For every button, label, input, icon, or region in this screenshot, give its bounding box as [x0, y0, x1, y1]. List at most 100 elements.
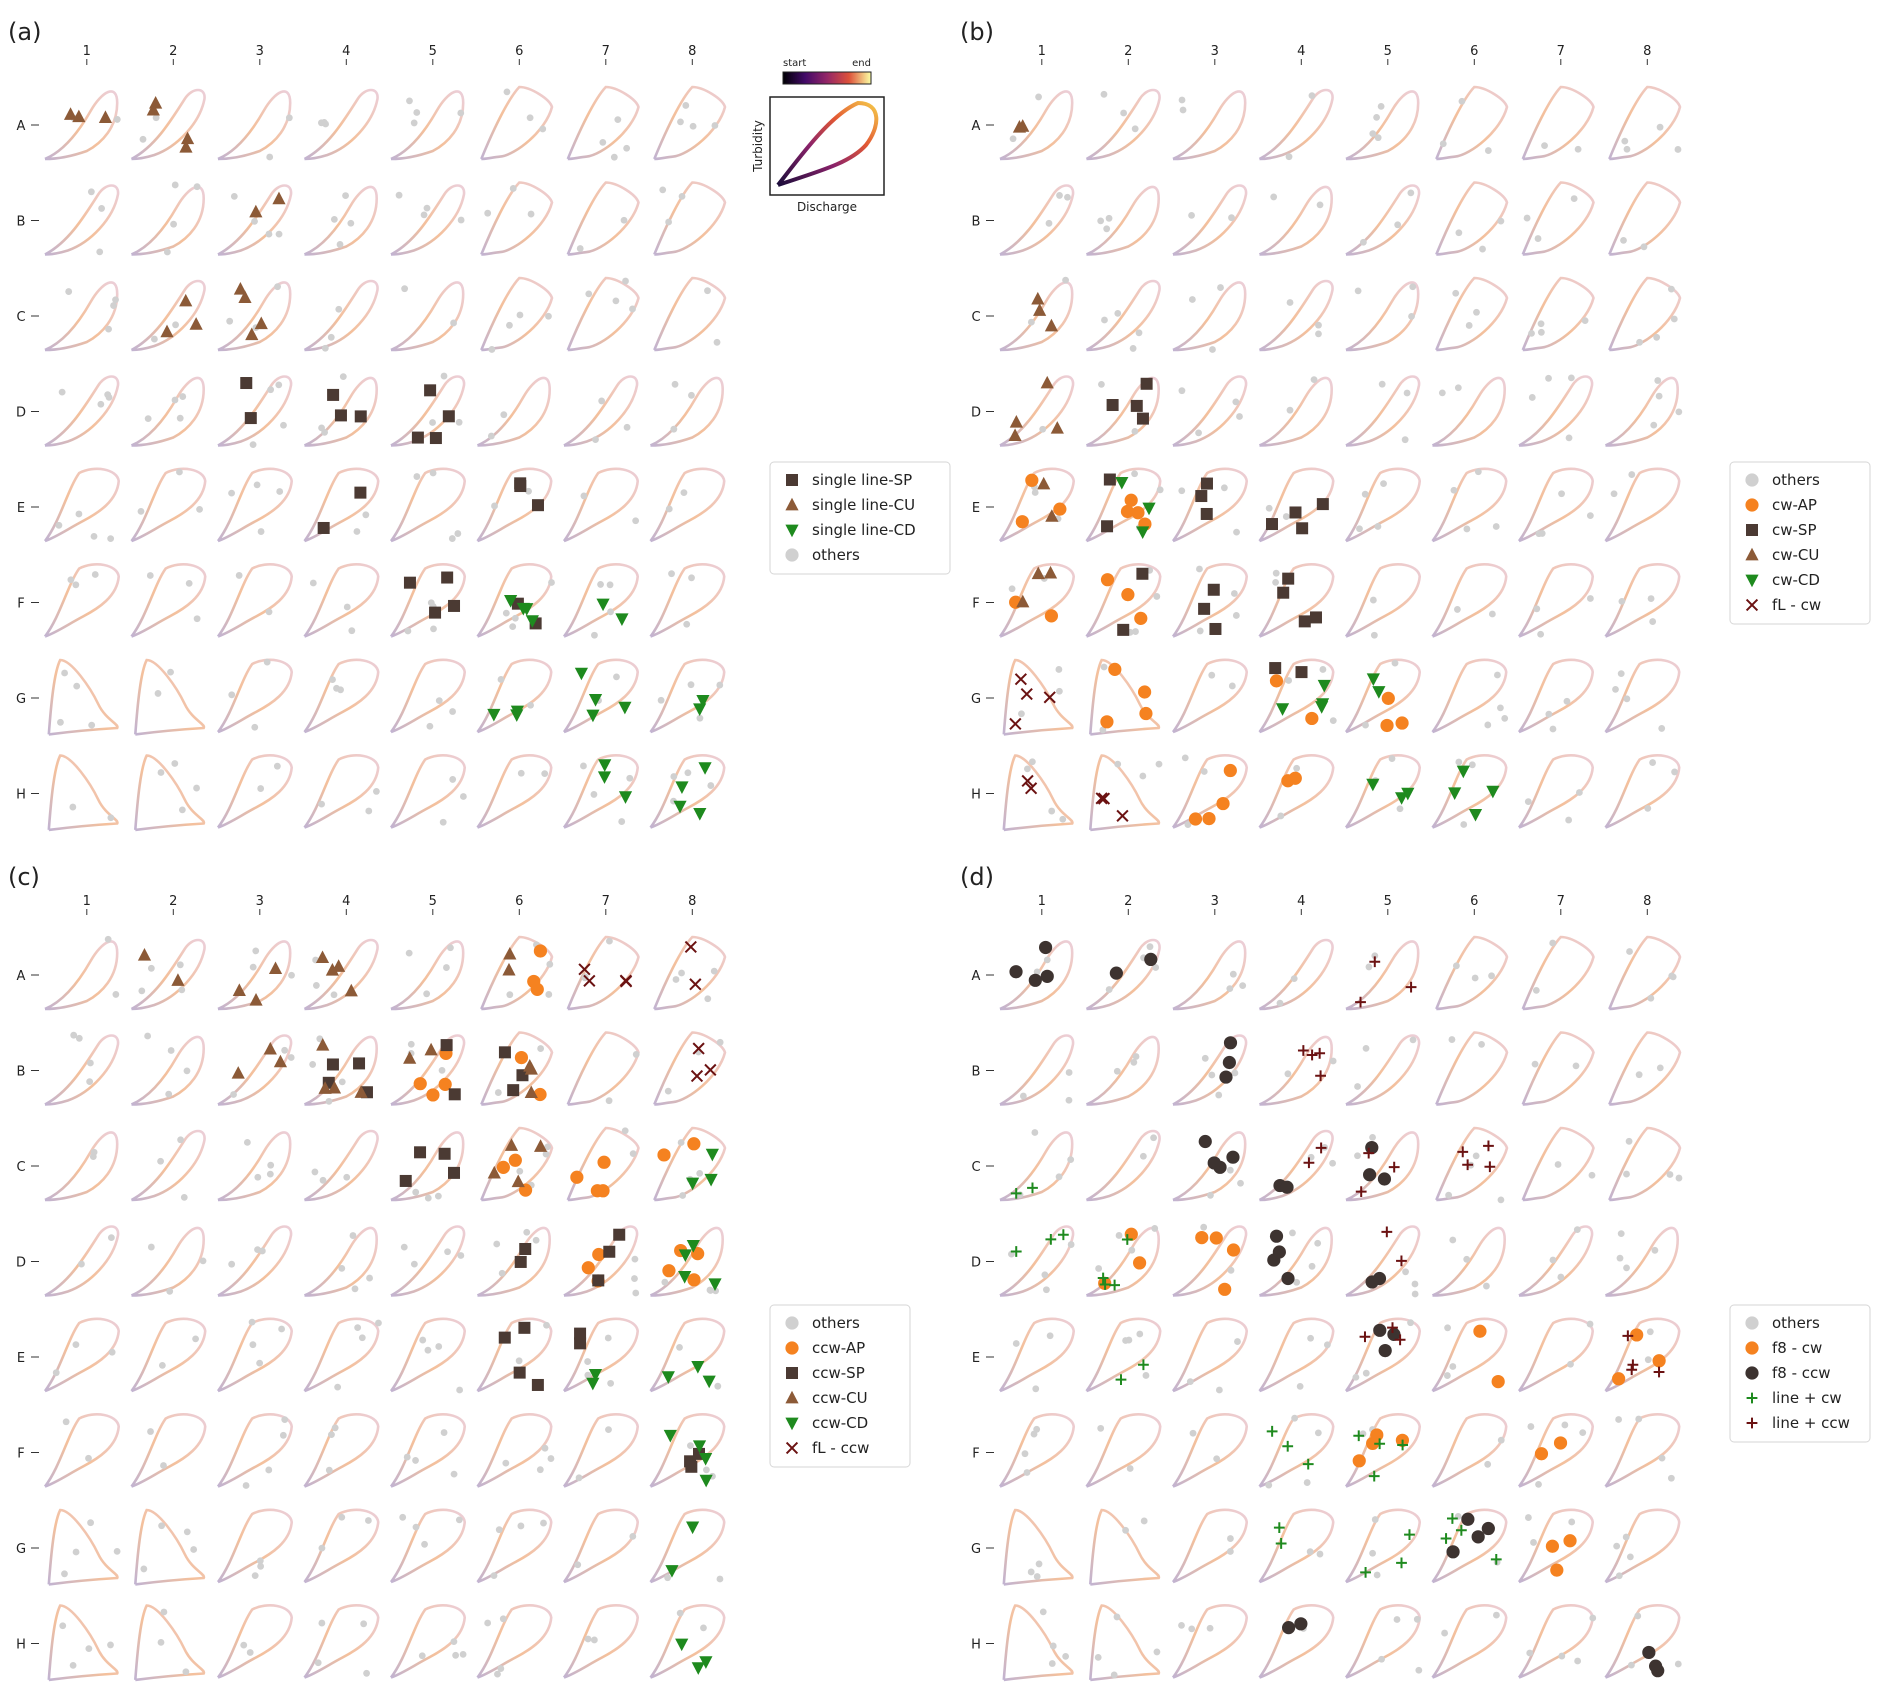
cell-D5 [1346, 1227, 1419, 1298]
column-tick-label: 7 [1557, 44, 1565, 59]
others-point [689, 122, 697, 130]
others-point [632, 1051, 640, 1058]
hysteresis-loop [1609, 1128, 1680, 1200]
cell-E4 [305, 469, 379, 541]
cell-H4 [305, 1605, 379, 1677]
series-marker [1282, 572, 1295, 585]
legend-label: f8 - ccw [1772, 1364, 1831, 1382]
row-tick-label: D [971, 1256, 981, 1271]
others-point [449, 776, 457, 783]
others-point [1316, 201, 1324, 209]
others-point [1634, 1612, 1642, 1620]
cell-C4 [1260, 281, 1333, 350]
others-point [1393, 1616, 1401, 1623]
others-point [696, 1169, 704, 1177]
hysteresis-loop [305, 281, 378, 350]
others-point [659, 186, 667, 194]
hysteresis-loop [651, 378, 723, 446]
series-marker [72, 109, 86, 123]
cell-E1 [1000, 1319, 1074, 1392]
others-point [69, 1662, 77, 1669]
others-point [516, 311, 524, 319]
others-point [707, 1287, 714, 1294]
row-tick-label: H [16, 1638, 26, 1653]
others-point [319, 1176, 327, 1184]
series-marker [504, 595, 518, 608]
hysteresis-loop [135, 1606, 204, 1680]
others-point [86, 1078, 94, 1085]
cell-G7 [564, 1510, 638, 1582]
cell-G7 [1519, 660, 1593, 733]
others-point [1453, 606, 1461, 613]
legend-label: cw-AP [1772, 496, 1817, 514]
others-point [1612, 685, 1619, 693]
hysteresis-loop [651, 564, 725, 636]
others-point [105, 393, 113, 401]
hysteresis-loop [1346, 1414, 1420, 1486]
others-point [716, 681, 724, 689]
others-point [1272, 569, 1280, 577]
others-point [1284, 1070, 1292, 1078]
others-point [87, 188, 95, 196]
series-marker [618, 701, 632, 715]
others-point [614, 116, 622, 124]
others-point [665, 218, 673, 226]
hysteresis-loop [654, 1128, 725, 1200]
others-point [158, 1362, 166, 1369]
cell-E5 [1346, 469, 1420, 541]
others-point [493, 1240, 501, 1248]
hysteresis-loop [1519, 660, 1593, 732]
series-marker [1394, 1334, 1406, 1346]
series-marker [1038, 940, 1053, 955]
others-point [678, 193, 686, 200]
legend-box [769, 461, 951, 575]
cell-C8 [1609, 278, 1680, 350]
others-point [177, 1136, 184, 1144]
others-point [137, 507, 145, 515]
hysteresis-loop [1004, 1606, 1073, 1680]
others-point [1329, 1159, 1336, 1167]
others-point [1527, 1423, 1535, 1430]
others-point [1644, 1356, 1652, 1364]
hysteresis-loop [305, 1131, 378, 1200]
others-point [1100, 90, 1108, 98]
others-point [1373, 1571, 1381, 1579]
others-point [682, 102, 690, 109]
hysteresis-loop [1346, 564, 1420, 636]
cell-G5 [391, 1510, 465, 1582]
cell-G5 [1346, 1510, 1420, 1582]
cell-A3 [1173, 941, 1246, 1009]
others-point [1666, 1171, 1674, 1178]
row-tick-label: E [972, 1351, 980, 1366]
hysteresis-loop [481, 278, 552, 350]
others-point [1411, 1290, 1419, 1298]
others-point [1618, 597, 1626, 605]
others-point [1483, 1282, 1490, 1290]
others-point [1128, 1246, 1136, 1254]
cell-D7 [1519, 1226, 1592, 1295]
others-point [1319, 666, 1327, 673]
hysteresis-loop [305, 660, 379, 732]
others-point [185, 579, 193, 587]
others-point [499, 1615, 507, 1623]
series-marker [498, 1331, 511, 1344]
hysteresis-loop [1606, 378, 1678, 446]
hysteresis-loop [1433, 469, 1507, 541]
cell-G1 [1004, 660, 1073, 734]
series-marker [1020, 687, 1033, 701]
others-point [704, 995, 712, 1003]
series-marker [1219, 1070, 1233, 1084]
cell-A8 [654, 87, 725, 159]
column-tick-label: 8 [688, 894, 696, 909]
series-marker [1031, 566, 1045, 580]
hysteresis-loop [1519, 1605, 1593, 1677]
others-point [249, 1341, 257, 1349]
others-point [280, 421, 287, 429]
others-point [591, 631, 598, 639]
series-marker [1642, 1645, 1656, 1660]
hysteresis-loop [218, 91, 290, 159]
others-point [1668, 285, 1675, 293]
hysteresis-loop [1000, 1227, 1073, 1296]
series-marker [1269, 674, 1284, 688]
